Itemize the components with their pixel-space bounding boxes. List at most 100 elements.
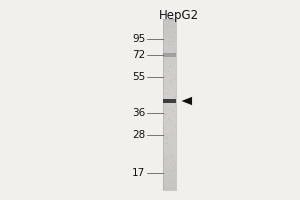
Bar: [175, 95, 176, 96]
Bar: [163, 51, 176, 53]
Bar: [166, 74, 167, 75]
Bar: [163, 128, 176, 130]
Bar: [163, 119, 176, 122]
Bar: [174, 52, 175, 53]
Bar: [163, 83, 176, 85]
Bar: [167, 139, 168, 140]
Bar: [169, 40, 170, 41]
Bar: [175, 75, 176, 76]
Bar: [175, 163, 176, 164]
Bar: [164, 159, 165, 160]
Bar: [166, 93, 167, 94]
Bar: [167, 27, 168, 28]
Bar: [167, 137, 168, 138]
Bar: [173, 66, 174, 67]
Bar: [170, 182, 171, 183]
Bar: [167, 25, 168, 26]
Bar: [170, 155, 171, 156]
Bar: [163, 187, 176, 190]
Bar: [163, 72, 176, 75]
Bar: [163, 102, 176, 104]
Bar: [163, 145, 176, 147]
Bar: [171, 117, 172, 118]
Bar: [163, 172, 176, 175]
Bar: [172, 156, 173, 157]
Bar: [163, 40, 176, 43]
Bar: [163, 78, 176, 81]
Bar: [165, 52, 166, 53]
Bar: [169, 83, 170, 84]
Bar: [168, 117, 169, 118]
Bar: [168, 109, 169, 110]
Bar: [163, 164, 176, 166]
Bar: [163, 85, 176, 87]
Bar: [163, 166, 176, 169]
Bar: [172, 111, 173, 112]
Bar: [163, 106, 176, 109]
Bar: [173, 161, 174, 162]
Bar: [174, 33, 175, 34]
Bar: [164, 117, 165, 118]
Bar: [164, 76, 165, 77]
Bar: [175, 125, 176, 126]
Bar: [163, 175, 176, 177]
Bar: [166, 156, 167, 157]
Bar: [173, 47, 174, 48]
Text: 72: 72: [132, 50, 146, 60]
Bar: [163, 186, 164, 187]
Bar: [165, 143, 166, 144]
Text: 28: 28: [132, 130, 146, 140]
Bar: [175, 77, 176, 78]
Bar: [165, 101, 166, 102]
Bar: [165, 76, 166, 77]
Bar: [163, 111, 164, 112]
Bar: [174, 96, 175, 97]
Bar: [169, 44, 170, 45]
Bar: [163, 96, 176, 98]
Bar: [163, 115, 176, 117]
Bar: [163, 136, 176, 139]
Bar: [163, 170, 176, 173]
Bar: [163, 55, 176, 57]
Bar: [171, 20, 172, 21]
Bar: [171, 133, 172, 134]
Bar: [163, 121, 176, 124]
Bar: [169, 119, 170, 120]
Bar: [165, 33, 166, 34]
Bar: [168, 42, 169, 43]
Bar: [163, 63, 176, 66]
Bar: [171, 116, 172, 117]
Bar: [163, 98, 176, 100]
Bar: [163, 61, 176, 64]
Bar: [169, 67, 170, 68]
Bar: [166, 113, 167, 114]
Bar: [164, 65, 165, 66]
Bar: [173, 38, 174, 39]
Bar: [174, 56, 175, 57]
Bar: [163, 130, 176, 132]
Bar: [170, 26, 171, 27]
Bar: [175, 125, 176, 126]
Bar: [163, 177, 176, 179]
Bar: [169, 33, 170, 34]
Text: HepG2: HepG2: [158, 9, 199, 22]
Bar: [165, 71, 166, 72]
Bar: [163, 49, 176, 51]
Bar: [166, 122, 167, 123]
Text: 36: 36: [132, 108, 146, 118]
Bar: [173, 111, 174, 112]
Bar: [171, 36, 172, 37]
Bar: [168, 31, 169, 32]
Bar: [163, 132, 176, 134]
Bar: [175, 52, 176, 53]
Bar: [163, 49, 164, 50]
Bar: [169, 147, 170, 148]
Bar: [170, 19, 171, 20]
Bar: [163, 21, 176, 23]
Bar: [176, 43, 177, 44]
Bar: [176, 37, 177, 38]
Bar: [163, 29, 176, 32]
Bar: [163, 88, 164, 89]
Bar: [171, 53, 172, 54]
Bar: [167, 121, 168, 122]
